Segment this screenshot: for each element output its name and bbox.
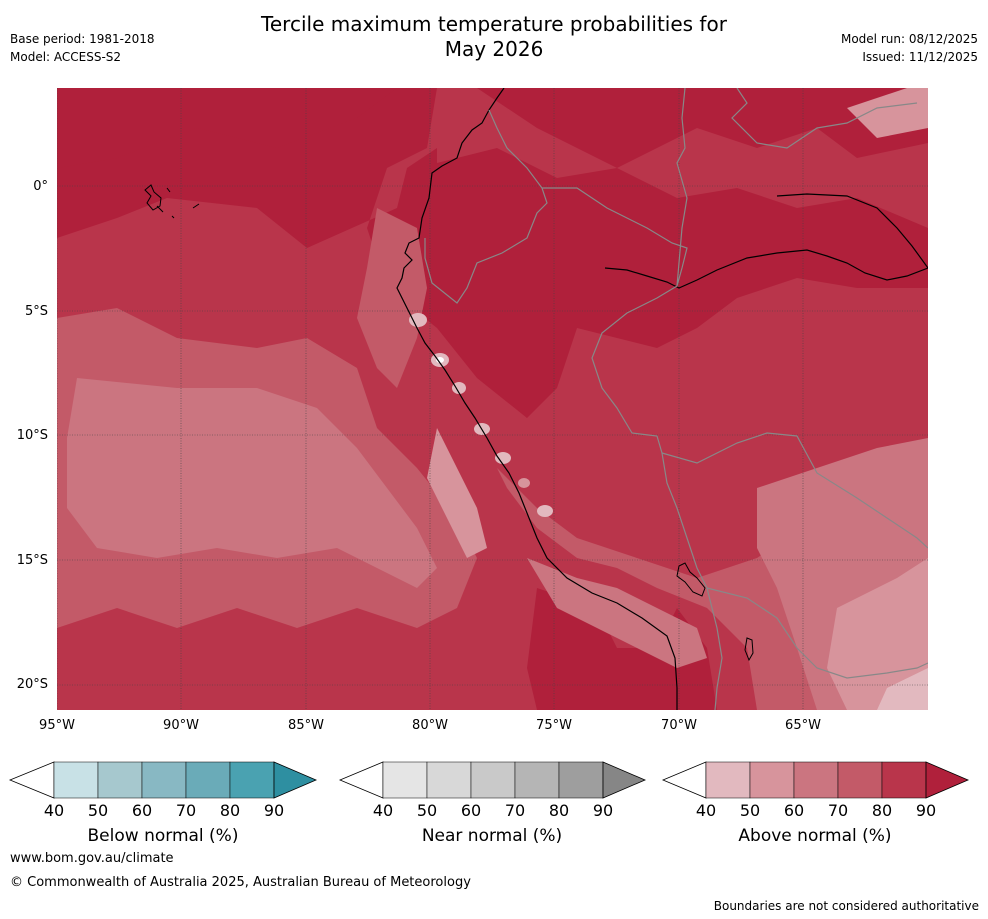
title-line-2: May 2026 [444, 37, 544, 61]
map-region-50-east [827, 558, 928, 710]
lon-label-3: 80°W [412, 718, 448, 733]
amazon-river [604, 193, 928, 289]
meta-right: Model run: 08/12/2025 Issued: 11/12/2025 [841, 30, 978, 66]
lat-label-4: 20°S [16, 677, 48, 692]
colorbar-below-tick: 70 [175, 801, 197, 820]
colorbar-above-tick: 90 [915, 801, 937, 820]
colorbar-above-swatch-3 [837, 761, 883, 799]
map-patch-90-south [527, 588, 717, 710]
colorbar-near-tick: 80 [548, 801, 570, 820]
colorbar-below-tick: 40 [43, 801, 65, 820]
colorbar-below-swatch-1 [97, 761, 143, 799]
boundaries-note: Boundaries are not considered authoritat… [713, 899, 979, 913]
copyright-text: © Commonwealth of Australia 2025, Austra… [10, 875, 471, 890]
lon-label-0: 95°W [39, 718, 75, 733]
gridlines [57, 88, 928, 710]
map-region-90b [57, 88, 397, 168]
model-run: Model run: 08/12/2025 [840, 32, 978, 46]
colorbar-below-tick: 50 [87, 801, 109, 820]
galapagos [144, 184, 200, 219]
colorbar-near-swatch-3 [514, 761, 560, 799]
colorbar-above-tick: 70 [827, 801, 849, 820]
colorbar-near-title: Near normal (%) [421, 826, 563, 846]
chart-title: Tercile maximum temperature probabilitie… [0, 12, 988, 62]
colorbar-below-tick: 60 [131, 801, 153, 820]
lon-label-4: 75°W [536, 718, 572, 733]
map-region-50-northeast [847, 88, 928, 138]
country-boundaries [424, 88, 928, 710]
colorbar-below-swatch-3 [185, 761, 231, 799]
lat-label-1: 5°S [24, 304, 48, 319]
model-name: Model: ACCESS-S2 [10, 50, 122, 64]
colorbar-near-tick: 50 [416, 801, 438, 820]
probability-map [57, 88, 928, 710]
lon-label-5: 70°W [661, 718, 697, 733]
colorbar-below-swatch-0 [53, 761, 99, 799]
coastline [396, 88, 678, 710]
colorbar-above-tick: 80 [871, 801, 893, 820]
colorbar-near-swatch-2 [470, 761, 516, 799]
lat-label-2: 10°S [16, 428, 48, 443]
colorbar-below-tick: 80 [219, 801, 241, 820]
map-region-70-coast [357, 208, 427, 388]
lake-poopo [744, 637, 754, 662]
meta-left: Base period: 1981-2018 Model: ACCESS-S2 [10, 30, 155, 66]
title-line-1: Tercile maximum temperature probabilitie… [261, 12, 727, 36]
website-link[interactable]: www.bom.gov.au/climate [10, 851, 174, 866]
colorbar-below [8, 761, 318, 799]
map-region-60-altiplano [527, 558, 707, 668]
colorbar-near [338, 761, 647, 799]
map-region-90c [417, 148, 928, 418]
map-region-50-coast [427, 428, 487, 558]
map-region-60-ocean [67, 378, 437, 588]
colorbar-below-title: Below normal (%) [87, 826, 239, 846]
colorbar-near-tick: 90 [592, 801, 614, 820]
colorbar-near-swatch-0 [382, 761, 428, 799]
lon-label-6: 65°W [785, 718, 821, 733]
colorbar-above-swatch-1 [749, 761, 795, 799]
colorbar-above-tick: 50 [739, 801, 761, 820]
issued-date: Issued: 11/12/2025 [862, 50, 978, 64]
colorbar-above-swatch-0 [705, 761, 751, 799]
colorbar-near-tick: 40 [372, 801, 394, 820]
lon-label-1: 90°W [163, 718, 199, 733]
colorbar-near-swatch-1 [426, 761, 472, 799]
colorbar-above-swatch-2 [793, 761, 839, 799]
colorbar-above-tick: 60 [783, 801, 805, 820]
colorbar-above [661, 761, 970, 799]
colorbar-near-swatch-4 [558, 761, 604, 799]
colorbar-below-swatch-4 [229, 761, 275, 799]
colorbar-below-tick: 90 [263, 801, 285, 820]
lon-label-2: 85°W [288, 718, 324, 733]
colorbar-above-tick: 40 [695, 801, 717, 820]
base-period: Base period: 1981-2018 [10, 32, 155, 46]
lake-titicaca [676, 562, 706, 597]
map-region-40-east [877, 668, 928, 710]
colorbar-above-title: Above normal (%) [738, 826, 892, 846]
colorbar-above-swatch-4 [881, 761, 927, 799]
lat-label-3: 15°S [16, 553, 48, 568]
colorbar-below-swatch-2 [141, 761, 187, 799]
colorbars [8, 761, 970, 799]
lat-label-0: 0° [33, 179, 48, 194]
colorbar-near-tick: 70 [504, 801, 526, 820]
colorbar-near-tick: 60 [460, 801, 482, 820]
